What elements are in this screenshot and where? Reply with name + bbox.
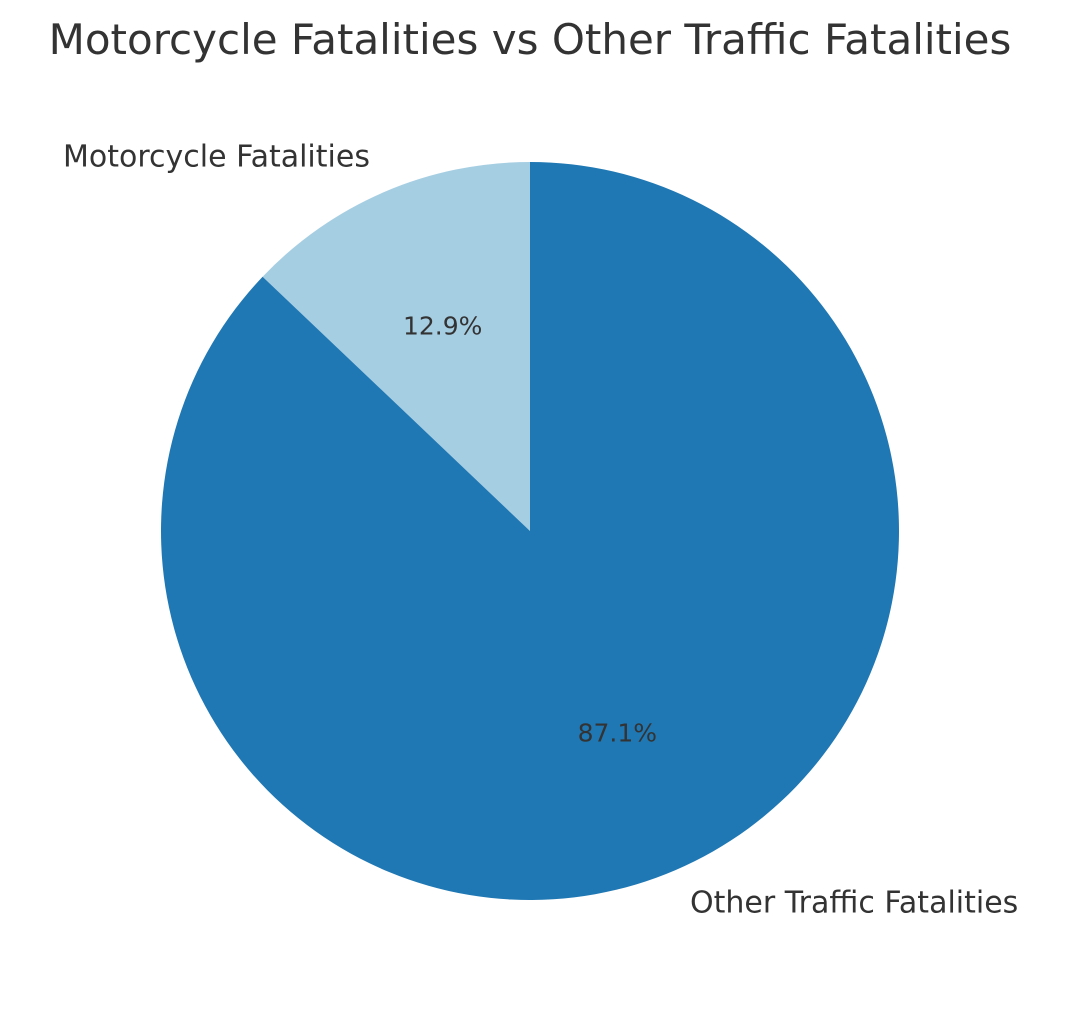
chart-title: Motorcycle Fatalities vs Other Traffic F… <box>49 15 1012 64</box>
pie-slice-2 <box>161 162 900 900</box>
slice-percent-label: 87.1% <box>578 718 657 747</box>
slice-label: Motorcycle Fatalities <box>63 139 370 174</box>
slice-label: Other Traffic Fatalities <box>690 886 1018 921</box>
slice-percent-label: 12.9% <box>403 312 482 341</box>
pie-slice-1 <box>262 162 530 531</box>
pie-slices <box>161 162 900 900</box>
pie-labels: Motorcycle Fatalities 12.9% Other Traffic … <box>63 139 1018 920</box>
